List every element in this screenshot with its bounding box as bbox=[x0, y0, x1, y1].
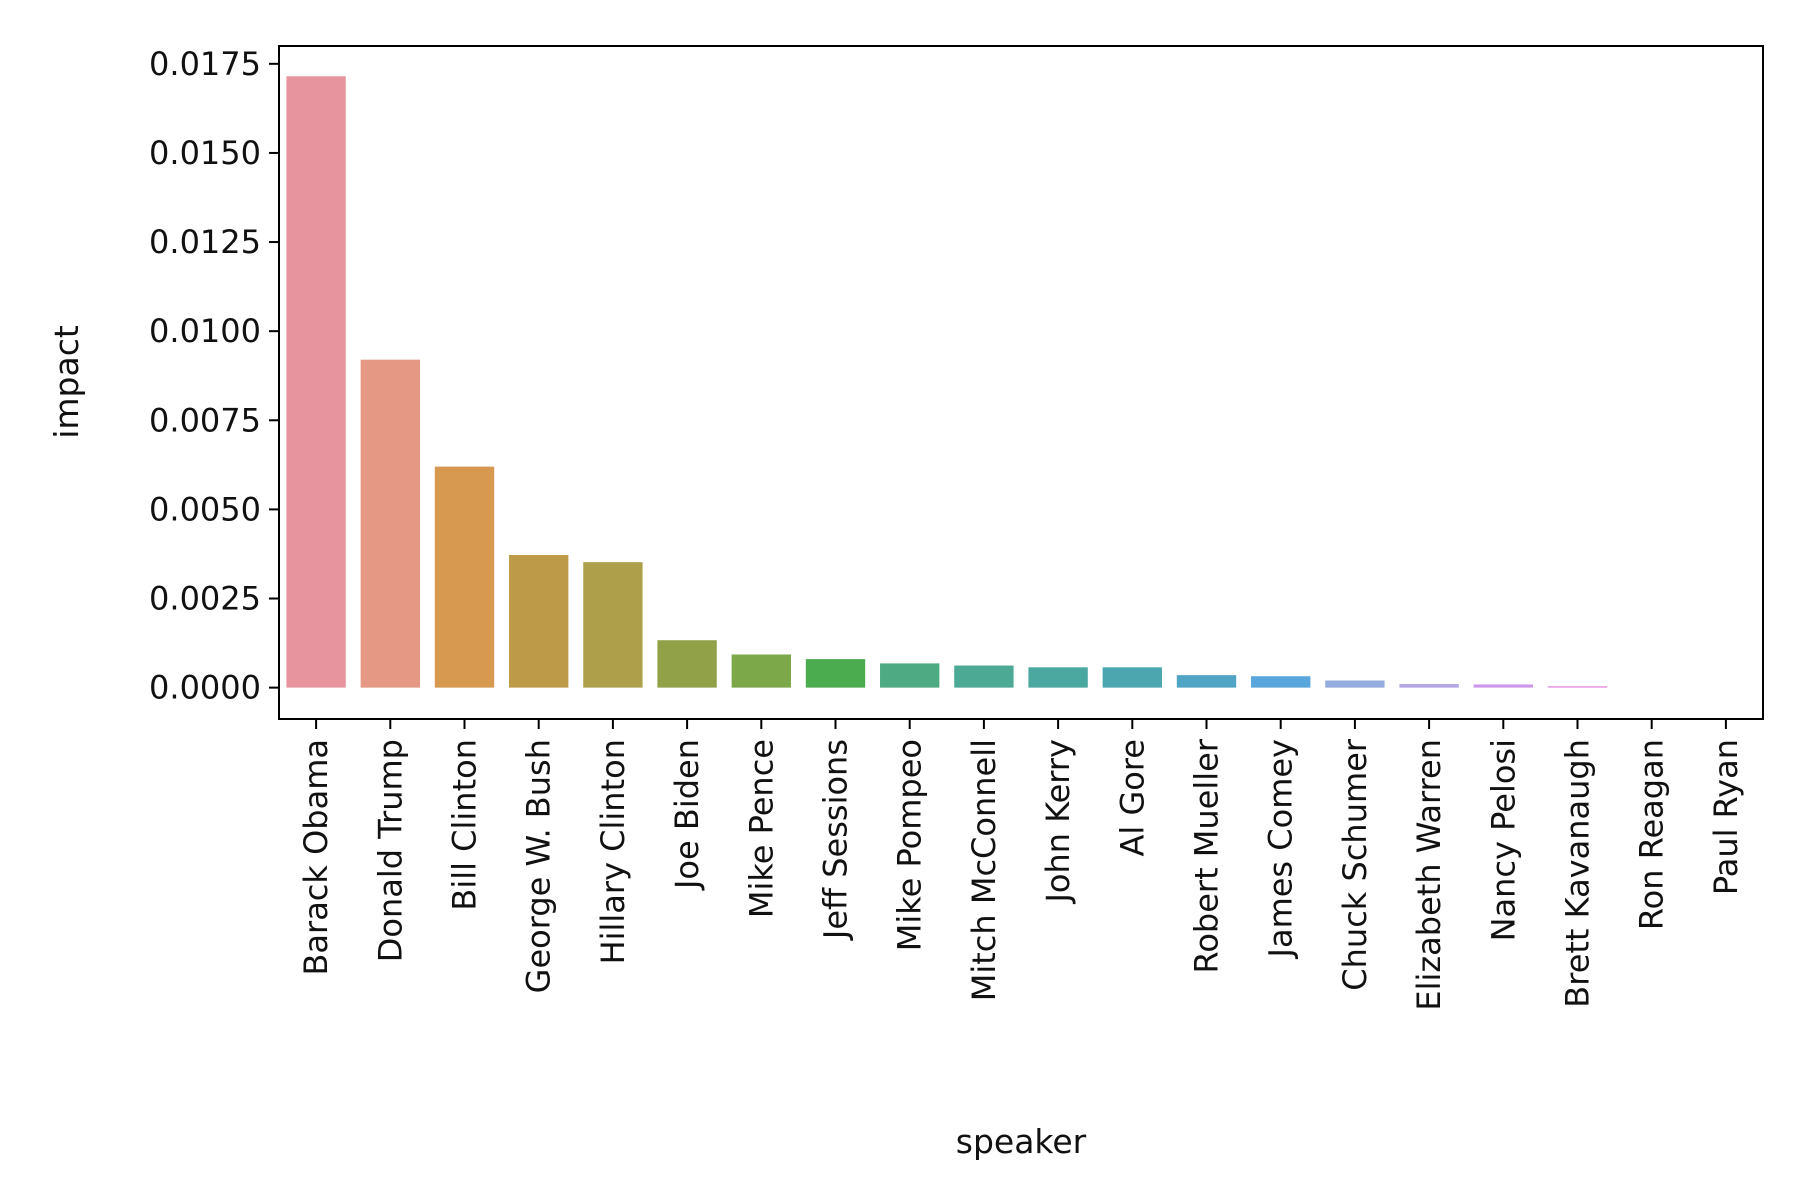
x-tick-label: Bill Clinton bbox=[446, 739, 484, 911]
x-tick-label: Al Gore bbox=[1113, 739, 1151, 856]
bar bbox=[731, 654, 791, 688]
bar bbox=[805, 659, 866, 688]
bar bbox=[1102, 667, 1162, 688]
x-tick-label: John Kerry bbox=[1039, 739, 1077, 905]
x-tick-label: Barack Obama bbox=[297, 739, 335, 976]
x-tick-label: Mitch McConnell bbox=[965, 739, 1003, 1001]
x-tick-label: James Comey bbox=[1262, 739, 1300, 959]
bar bbox=[1547, 686, 1608, 688]
x-tick-label: Chuck Schumer bbox=[1336, 738, 1374, 991]
bar bbox=[1473, 684, 1533, 688]
x-axis-label: speaker bbox=[956, 1122, 1087, 1161]
bar bbox=[880, 663, 940, 688]
y-tick-label: 0.0050 bbox=[149, 490, 261, 528]
bars-group bbox=[286, 76, 1756, 688]
x-tick-label: George W. Bush bbox=[520, 739, 558, 993]
x-tick-label: Robert Mueller bbox=[1188, 738, 1226, 973]
x-tick-label: Nancy Pelosi bbox=[1484, 739, 1522, 941]
x-tick-label: Joe Biden bbox=[668, 739, 706, 891]
x-tick-label: Jeff Sessions bbox=[817, 739, 855, 941]
x-tick-label: Brett Kavanaugh bbox=[1559, 739, 1597, 1008]
y-tick-label: 0.0125 bbox=[149, 223, 261, 261]
y-tick-label: 0.0025 bbox=[149, 580, 261, 618]
bar bbox=[1325, 680, 1385, 688]
x-tick-label: Paul Ryan bbox=[1707, 739, 1745, 895]
bar bbox=[360, 359, 420, 688]
x-tick-label: Ron Reagan bbox=[1633, 739, 1671, 930]
bar bbox=[286, 76, 346, 688]
bar bbox=[1251, 676, 1311, 688]
x-tick-label: Hillary Clinton bbox=[594, 739, 632, 964]
bar bbox=[509, 555, 569, 688]
x-tick-label: Mike Pompeo bbox=[891, 739, 929, 951]
y-axis-label: impact bbox=[47, 325, 86, 439]
y-axis: 0.0000 0.0025 0.0050 0.0075 0.0100 0.0125 0.01… bbox=[149, 45, 279, 707]
x-axis: Barack Obama Donald Trump Bill Clinton Geor… bbox=[297, 719, 1745, 1011]
bar bbox=[434, 466, 495, 688]
bar bbox=[583, 562, 643, 688]
x-tick-label: Elizabeth Warren bbox=[1410, 739, 1448, 1011]
y-tick-label: 0.0075 bbox=[149, 401, 261, 439]
y-tick-label: 0.0000 bbox=[149, 669, 261, 707]
bar bbox=[1176, 675, 1237, 688]
bar bbox=[657, 640, 717, 688]
bar bbox=[1028, 667, 1088, 688]
y-tick-label: 0.0100 bbox=[149, 312, 261, 350]
bar bbox=[1399, 684, 1459, 688]
y-tick-label: 0.0175 bbox=[149, 45, 261, 83]
x-tick-label: Donald Trump bbox=[371, 739, 409, 962]
bar bbox=[954, 665, 1014, 688]
plot-frame bbox=[278, 45, 1764, 720]
y-tick-label: 0.0150 bbox=[149, 134, 261, 172]
x-tick-label: Mike Pence bbox=[742, 739, 780, 918]
